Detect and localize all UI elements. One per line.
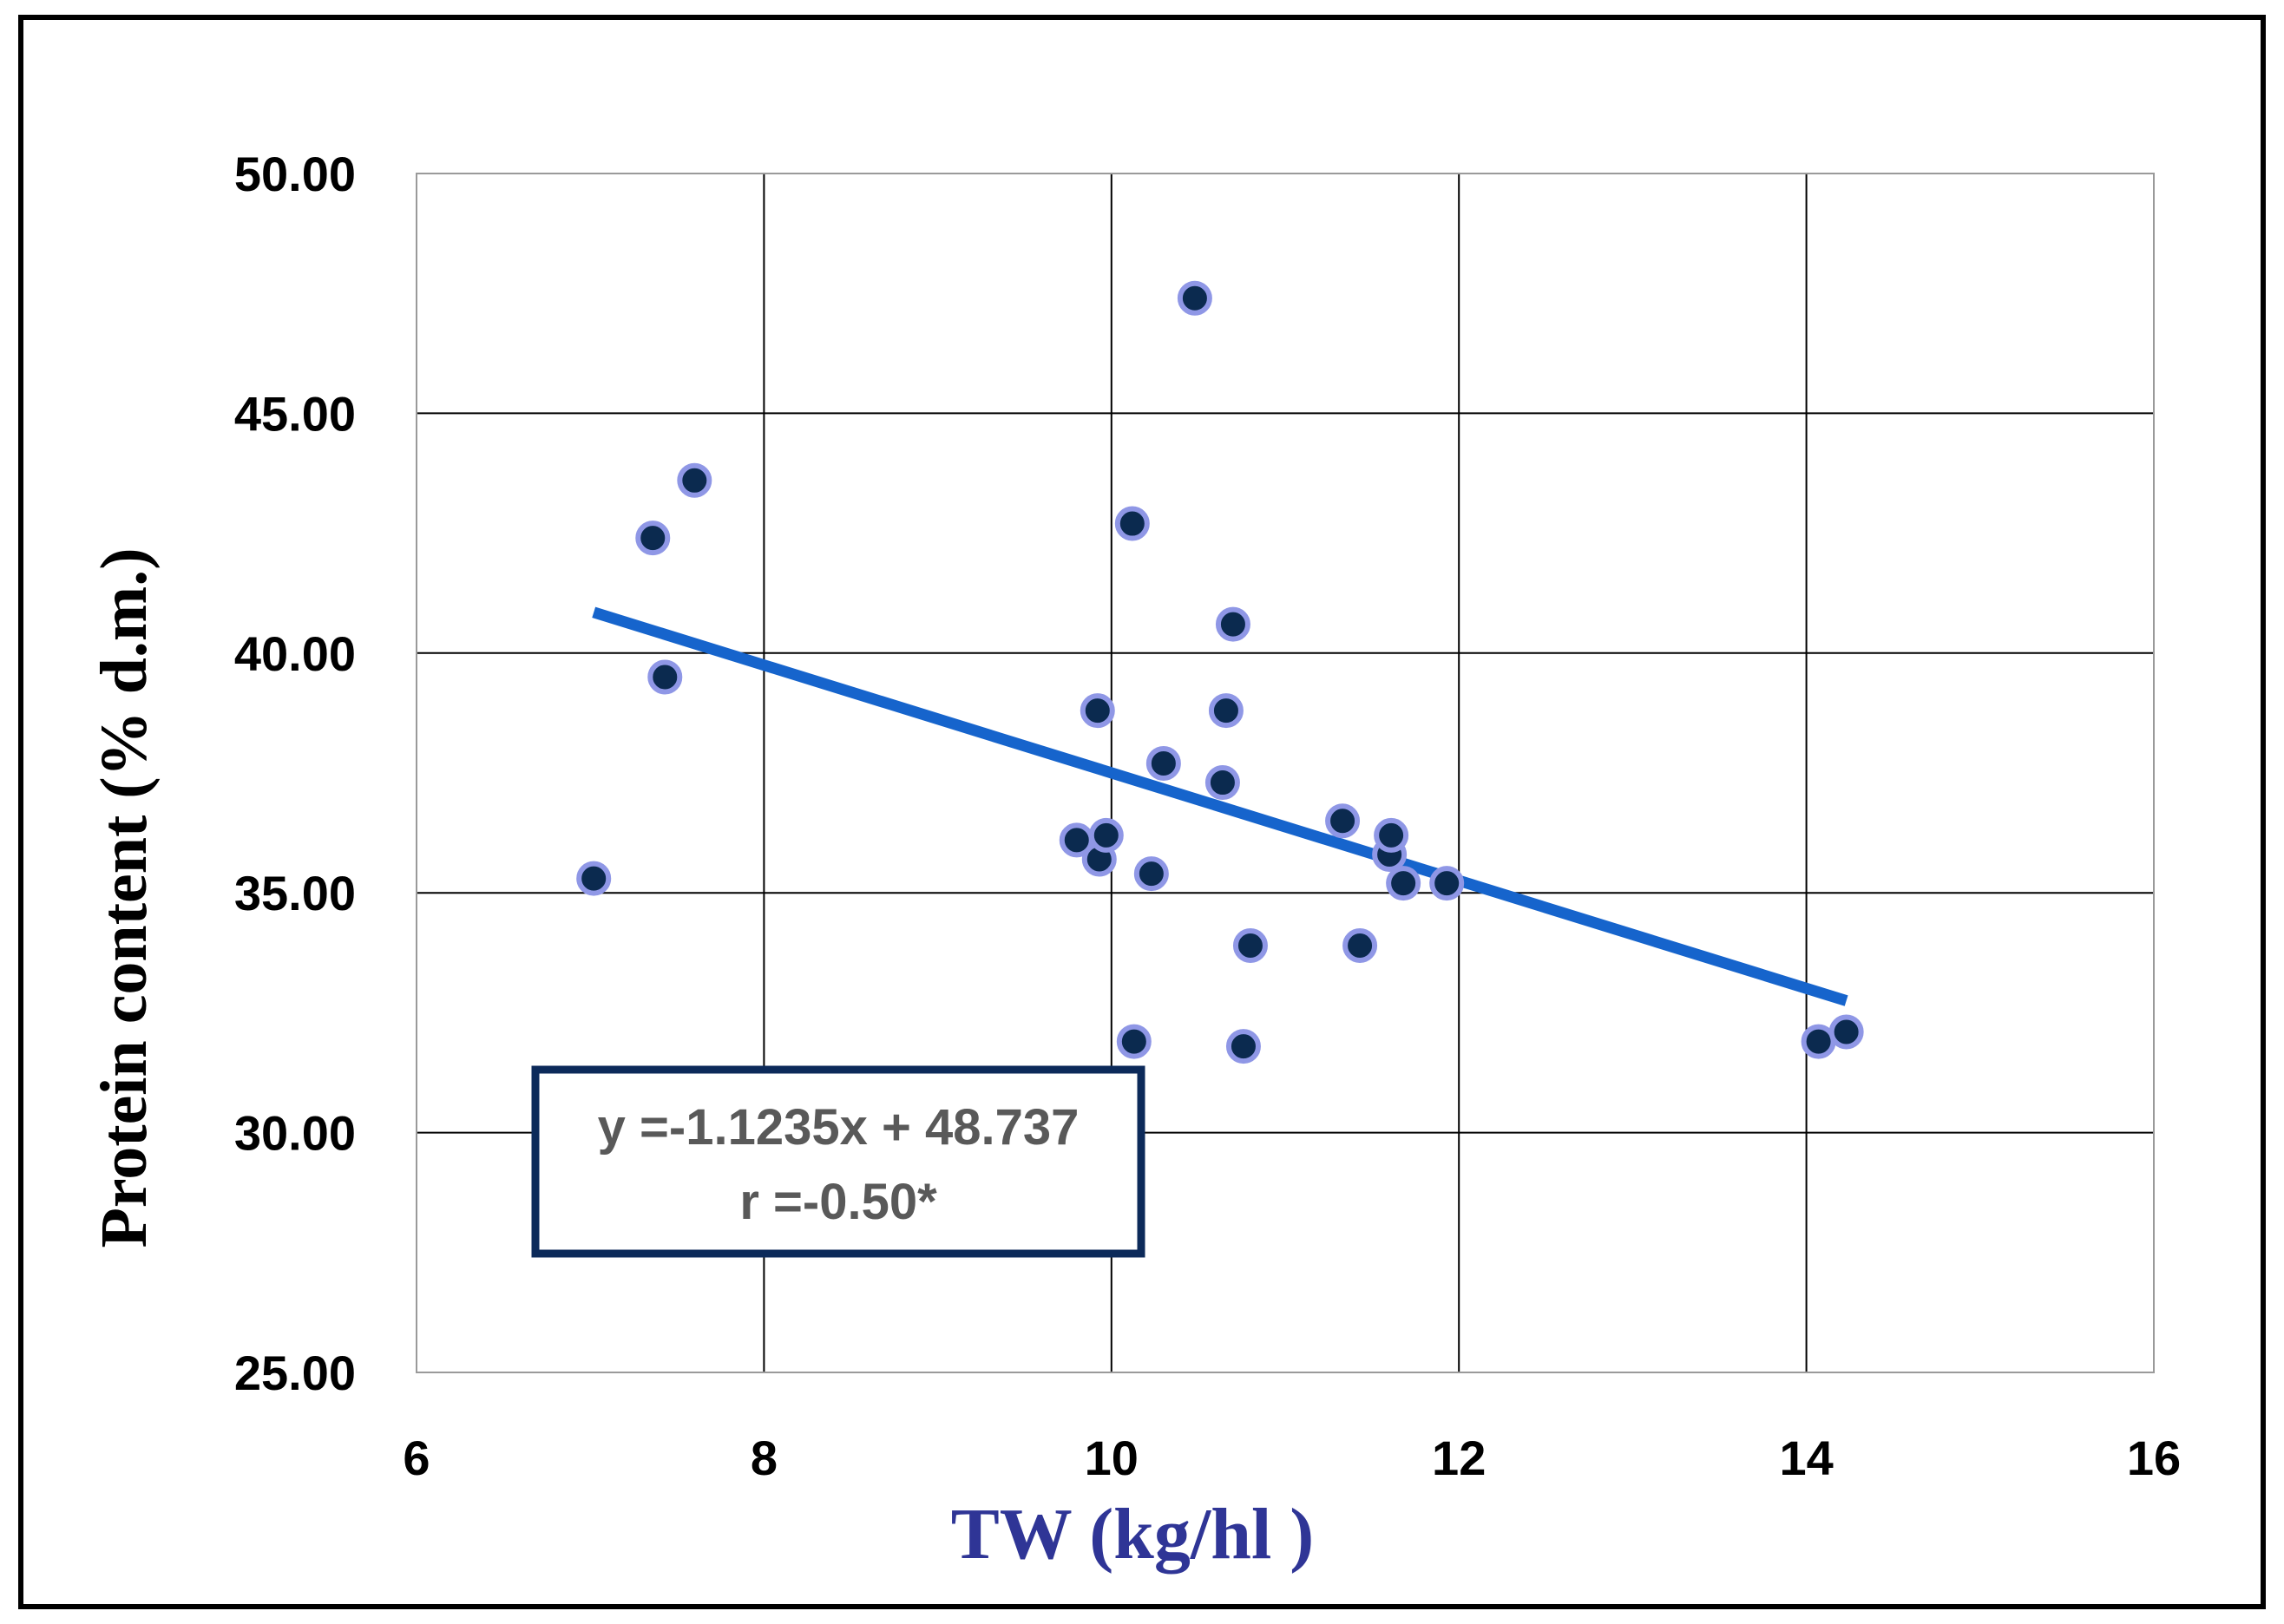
data-point xyxy=(1133,856,1169,892)
x-tick-labels: 6 8 10 12 14 16 xyxy=(403,1431,2181,1485)
y-tick-labels: 25.00 30.00 35.00 40.00 45.00 50.00 xyxy=(234,147,356,1400)
data-point xyxy=(1429,866,1465,901)
data-point xyxy=(1116,1024,1152,1059)
data-point xyxy=(1386,866,1421,901)
data-point xyxy=(1080,693,1115,729)
x-tick-label: 6 xyxy=(403,1431,430,1485)
x-tick-label: 10 xyxy=(1085,1431,1139,1485)
data-point xyxy=(1342,928,1378,964)
equation-box: y =-1.1235x + 48.737 r =-0.50* xyxy=(531,1065,1145,1258)
data-point xyxy=(647,659,683,695)
data-point xyxy=(1114,506,1150,541)
data-point xyxy=(1208,693,1244,729)
data-point xyxy=(1374,817,1409,853)
data-point xyxy=(1232,928,1268,964)
correlation-text: r =-0.50* xyxy=(739,1174,937,1230)
equation-text: y =-1.1235x + 48.737 xyxy=(598,1099,1080,1156)
x-tick-label: 12 xyxy=(1432,1431,1486,1485)
data-point xyxy=(1215,606,1250,642)
data-point xyxy=(1204,765,1240,801)
data-point xyxy=(635,521,671,556)
y-tick-label: 50.00 xyxy=(234,147,356,201)
x-tick-label: 16 xyxy=(2127,1431,2181,1485)
y-tick-label: 30.00 xyxy=(234,1106,356,1161)
data-point xyxy=(1801,1024,1836,1059)
data-point xyxy=(1828,1014,1864,1050)
x-tick-label: 14 xyxy=(1779,1431,1833,1485)
x-tick-label: 8 xyxy=(751,1431,778,1485)
plot-area xyxy=(416,173,2155,1373)
y-axis-label: Protein content (% d.m.) xyxy=(88,547,161,1247)
y-tick-label: 45.00 xyxy=(234,386,356,441)
y-tick-label: 40.00 xyxy=(234,626,356,681)
x-axis-label: TW (kg/hl ) xyxy=(951,1494,1315,1575)
outer-frame xyxy=(18,15,2266,1609)
data-point xyxy=(1177,280,1212,316)
data-point xyxy=(576,861,612,896)
data-point xyxy=(677,462,712,498)
trendline xyxy=(592,606,1848,1006)
y-tick-label: 35.00 xyxy=(234,866,356,920)
data-point xyxy=(1325,803,1361,839)
data-point xyxy=(1225,1029,1261,1064)
y-tick-label: 25.00 xyxy=(234,1346,356,1400)
data-points xyxy=(576,280,1864,1064)
data-point xyxy=(1088,817,1124,853)
data-point xyxy=(1145,745,1181,781)
